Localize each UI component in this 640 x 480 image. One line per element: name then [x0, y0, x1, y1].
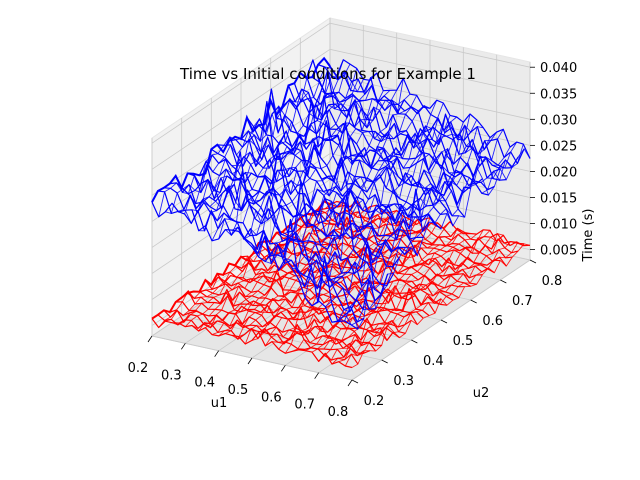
x-tick-label: 0.3: [161, 368, 182, 383]
y-tick-label: 0.5: [453, 334, 474, 349]
red-surface-line: [305, 229, 484, 352]
red-surface-line: [178, 200, 358, 324]
blue-surface-line: [271, 115, 451, 259]
red-surface-line: [298, 233, 477, 351]
y-tick-mark: [500, 279, 507, 284]
x-tick-mark: [181, 343, 186, 350]
y-tick-mark: [381, 359, 388, 364]
z-tick-label: 0.005: [540, 244, 577, 259]
x-tick-mark: [247, 357, 253, 365]
blue-surface-line: [178, 68, 358, 215]
z-tick-label: 0.030: [540, 113, 577, 128]
red-surface-line: [324, 233, 504, 361]
blue-surface-line: [231, 93, 411, 240]
y-tick-label: 0.4: [423, 354, 444, 369]
blue-surface-edge: [151, 56, 331, 203]
y-tick-mark: [470, 299, 477, 304]
x-tick-mark: [147, 335, 153, 343]
surfaces: [151, 56, 531, 369]
y-tick-mark: [351, 379, 359, 384]
red-surface-edge: [151, 199, 331, 320]
red-surface-line: [338, 241, 517, 363]
red-surface-line: [205, 212, 384, 329]
blue-surface-line: [304, 126, 484, 299]
y-tick-label: 0.8: [542, 274, 563, 289]
x-tick-mark: [214, 350, 219, 357]
x-tick-mark: [281, 365, 286, 372]
blue-surface-line: [344, 143, 524, 326]
tick-labels: 0.2 0.3 0.4 0.5 0.6 0.7 0.8 0.2 0.3 0.4 0.5 0.6 0.7 0…: [128, 61, 578, 420]
x-tick-label: 0.7: [294, 398, 315, 413]
y-tick-label: 0.3: [393, 374, 414, 389]
blue-surface-line: [338, 141, 518, 322]
x-axis-label: u1: [211, 396, 228, 411]
y-tick-mark: [529, 259, 537, 264]
blue-surface-line: [211, 89, 391, 241]
z-axis-label: Time (s): [581, 209, 596, 263]
x-tick-label: 0.5: [228, 383, 249, 398]
blue-surface-line: [165, 59, 344, 214]
blue-surface-line: [204, 84, 384, 227]
blue-surface-line: [218, 89, 398, 240]
chart-title: Time vs Initial conditions for Example 1: [179, 65, 476, 83]
grid-line-y: [299, 38, 501, 281]
red-surface-line: [351, 243, 531, 368]
x-tick-label: 0.8: [328, 405, 349, 420]
blue-surface-line: [184, 70, 364, 225]
z-tick-label: 0.010: [540, 218, 577, 233]
blue-surface-line: [224, 78, 404, 236]
blue-surface-line: [278, 116, 457, 271]
blue-surface-line: [251, 105, 431, 255]
x-tick-mark: [347, 379, 353, 387]
x-tick-label: 0.2: [128, 361, 149, 376]
red-surface-line: [191, 206, 371, 329]
red-surface-line: [251, 217, 431, 341]
y-tick-mark: [411, 339, 418, 344]
blue-surface-line: [298, 119, 478, 288]
y-axis-label: u2: [473, 386, 490, 401]
y-tick-label: 0.2: [364, 394, 385, 409]
z-tick-label: 0.020: [540, 165, 577, 180]
x-tick-label: 0.6: [261, 390, 282, 405]
z-tick-label: 0.040: [540, 61, 577, 76]
blue-surface-line: [265, 102, 444, 265]
y-tick-label: 0.7: [512, 294, 533, 309]
blue-surface-line: [331, 146, 511, 323]
y-tick-mark: [440, 319, 448, 324]
z-tick-label: 0.025: [540, 139, 577, 154]
x-tick-label: 0.4: [194, 376, 215, 391]
z-tick-label: 0.035: [540, 87, 577, 102]
red-surface-line: [158, 201, 337, 328]
blue-surface-series: [151, 56, 531, 331]
y-tick-label: 0.6: [482, 314, 503, 329]
red-surface-line: [184, 210, 364, 328]
z-tick-label: 0.015: [540, 192, 577, 207]
grid-line-z: [151, 22, 531, 144]
x-tick-mark: [314, 372, 319, 379]
blue-surface-line: [351, 148, 531, 331]
red-surface-line: [344, 242, 524, 367]
blue-surface-line: [285, 113, 464, 274]
grid-line-z: [151, 48, 531, 170]
blue-surface-line: [311, 137, 491, 307]
grid-line-z: [151, 153, 531, 274]
